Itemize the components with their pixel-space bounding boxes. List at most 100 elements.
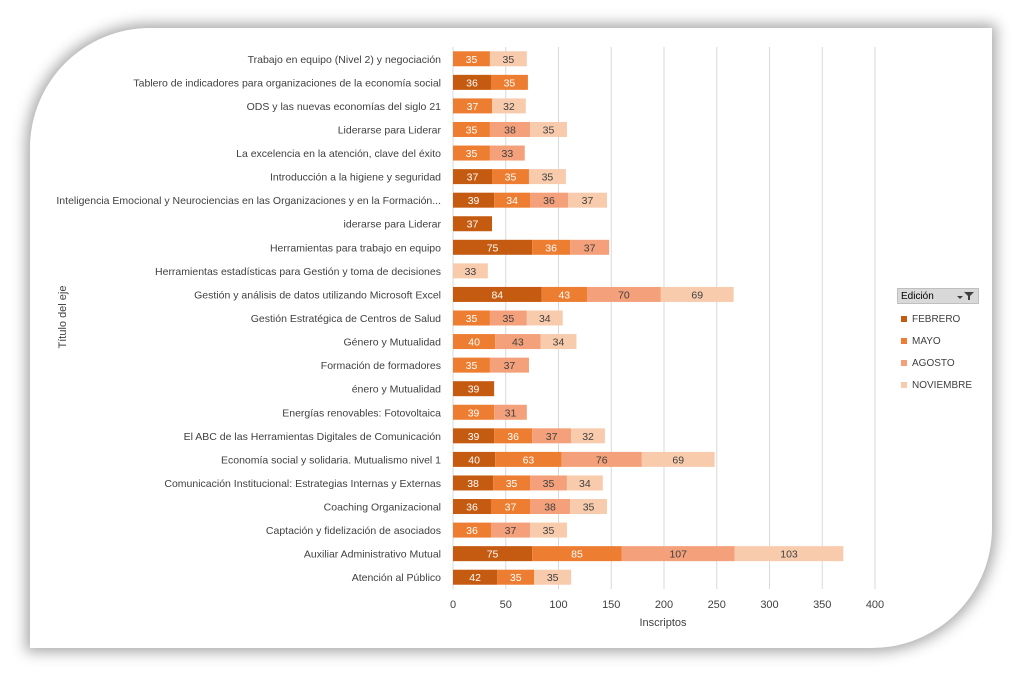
bar-data-label: 35: [505, 172, 517, 184]
category-labels: Trabajo en equipo (Nivel 2) y negociació…: [56, 54, 441, 584]
filter-dropdown-icon[interactable]: [957, 291, 975, 301]
bar-data-label: 35: [503, 313, 515, 325]
bar-data-label: 85: [571, 549, 583, 561]
legend-swatch: [901, 316, 907, 322]
bar-data-label: 37: [582, 195, 594, 207]
bar-segment: [532, 239, 571, 255]
bar-data-label: 38: [544, 502, 556, 514]
bar-segment: [530, 499, 571, 515]
x-tick-label: 350: [813, 599, 831, 611]
bar-segment: [453, 145, 490, 161]
bar-data-label: 76: [596, 454, 608, 466]
bar-data-label: 36: [507, 431, 519, 443]
category-label: Trabajo en equipo (Nivel 2) y negociació…: [248, 54, 442, 66]
bar-data-label: 37: [467, 219, 479, 231]
bar-segment: [571, 428, 605, 444]
category-label: Atención al Público: [352, 572, 441, 584]
bar-data-label: 35: [542, 172, 554, 184]
bar-data-label: 75: [487, 549, 499, 561]
category-label: ODS y las nuevas economías del siglo 21: [247, 101, 442, 113]
bar-data-label: 43: [512, 337, 524, 349]
bar-segment: [453, 74, 491, 90]
category-label: Economía social y solidaria. Mutualismo …: [221, 454, 441, 466]
bar-data-label: 32: [582, 431, 594, 443]
bar-data-label: 36: [543, 195, 555, 207]
bar-segment: [453, 546, 533, 562]
legend-swatch: [901, 360, 907, 366]
x-tick-label: 300: [760, 599, 778, 611]
category-label: La excelencia en la atención, clave del …: [236, 148, 441, 160]
bar-data-label: 70: [618, 289, 630, 301]
legend-item[interactable]: FEBRERO: [901, 312, 979, 326]
bar-segment: [490, 522, 531, 538]
bar-segment: [566, 475, 603, 491]
bar-data-label: 35: [466, 360, 478, 372]
bar-data-label: 35: [543, 124, 555, 136]
bar-segment: [493, 475, 531, 491]
category-label: Herramientas estadísticas para Gestión y…: [155, 266, 441, 278]
legend: Edición FEBRERO MAYO AGOSTO NOVIEMBRE: [897, 288, 979, 392]
bar-data-label: 31: [505, 407, 517, 419]
bar-segment: [453, 499, 491, 515]
legend-swatch: [901, 382, 907, 388]
bar-data-label: 40: [468, 454, 480, 466]
bar-data-label: 37: [467, 101, 479, 113]
bar-data-label: 35: [466, 148, 478, 160]
bar-data-label: 34: [553, 337, 565, 349]
bar-data-label: 43: [558, 289, 570, 301]
bar-data-label: 38: [467, 478, 479, 490]
bar-segment: [526, 310, 563, 326]
bar-segment: [489, 357, 529, 373]
bar-segment: [530, 522, 567, 538]
bar-data-label: 84: [491, 289, 503, 301]
bar-segment: [489, 121, 531, 137]
bar-data-label: 35: [503, 54, 515, 66]
bar-segment: [453, 475, 494, 491]
bar-data-label: 36: [545, 242, 557, 254]
legend-label: MAYO: [912, 335, 941, 347]
bar-data-label: 107: [669, 549, 687, 561]
bar-data-label: 34: [579, 478, 591, 490]
bar-segment: [453, 121, 490, 137]
bar-segment: [453, 334, 496, 350]
bar-data-label: 35: [583, 502, 595, 514]
bar-data-label: 37: [584, 242, 596, 254]
category-label: Energías renovables: Fotovoltaica: [282, 407, 441, 419]
bar-segment: [453, 357, 490, 373]
bar-data-label: 42: [469, 572, 481, 584]
bar-data-label: 37: [505, 502, 517, 514]
legend-item[interactable]: MAYO: [901, 334, 979, 348]
bar-segment: [489, 145, 525, 161]
legend-item[interactable]: AGOSTO: [901, 356, 979, 370]
bar-segment: [453, 192, 495, 208]
legend-label: NOVIEMBRE: [912, 379, 973, 391]
x-tick-label: 100: [549, 599, 567, 611]
bar-data-label: 35: [466, 124, 478, 136]
bar-segment: [495, 451, 562, 467]
bar-segment: [497, 569, 535, 585]
category-label: El ABC de las Herramientas Digitales de …: [184, 431, 442, 443]
category-label: iderarse para Liderar: [344, 219, 442, 231]
bar-data-label: 39: [468, 431, 480, 443]
bar-segment: [532, 546, 622, 562]
legend-title: Edición: [901, 290, 934, 302]
bar-segment: [540, 334, 577, 350]
bar-segment: [453, 239, 533, 255]
bar-data-label: 35: [543, 525, 555, 537]
bar-data-label: 37: [546, 431, 558, 443]
x-tick-label: 250: [708, 599, 726, 611]
x-tick-label: 200: [655, 599, 673, 611]
legend-item[interactable]: NOVIEMBRE: [901, 378, 979, 392]
bar-segment: [453, 381, 495, 397]
bar-segment: [641, 451, 715, 467]
bar-data-label: 37: [467, 172, 479, 184]
bar-segment: [453, 569, 498, 585]
bar-data-label: 35: [466, 54, 478, 66]
bar-data-label: 36: [466, 525, 478, 537]
x-tick-label: 400: [866, 599, 884, 611]
x-tick-label: 50: [500, 599, 512, 611]
bar-segment: [490, 499, 531, 515]
category-label: Género y Mutualidad: [344, 337, 442, 349]
legend-header[interactable]: Edición: [897, 288, 979, 304]
